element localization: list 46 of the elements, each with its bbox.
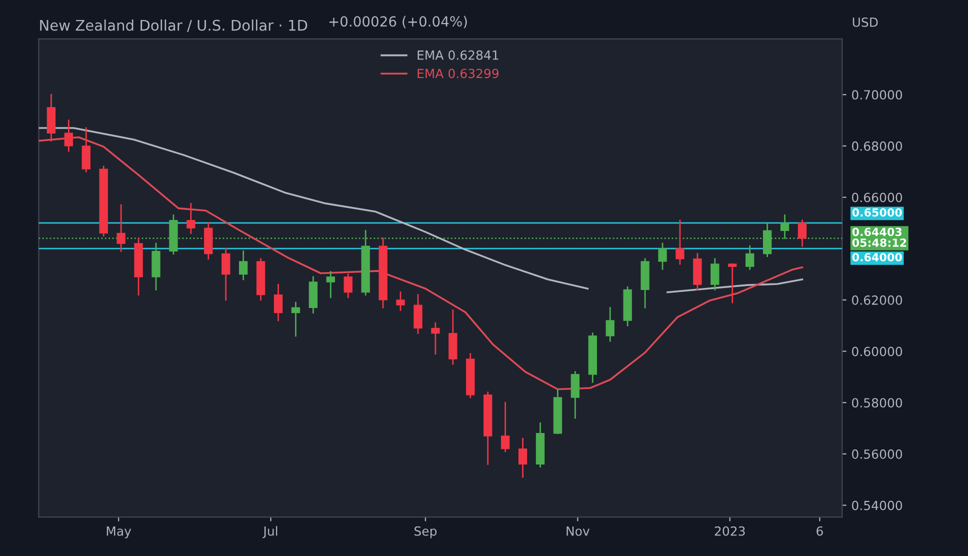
candlestick <box>116 204 126 252</box>
candlestick <box>344 274 352 298</box>
y-tick-label: 0.70000 <box>852 90 902 100</box>
candlestick <box>570 371 580 419</box>
candlestick <box>64 120 74 152</box>
x-tick-label: May <box>106 526 132 538</box>
candlestick <box>396 292 405 311</box>
x-tick-label: Sep <box>414 526 437 538</box>
candlestick <box>798 220 807 247</box>
y-tick-label: 0.66000 <box>852 192 902 202</box>
legend-label: EMA 0.62841 <box>418 50 498 60</box>
candlestick <box>658 242 667 270</box>
candlestick <box>606 306 614 342</box>
ref-line-label: 0.64000 <box>852 252 902 262</box>
candlestick <box>326 271 335 298</box>
y-axis-title: USD <box>852 17 878 27</box>
legend-label: EMA 0.63299 <box>418 68 499 78</box>
ref-line-label: 0.64403 05:48:12 <box>852 228 906 247</box>
y-tick-label: 0.60000 <box>852 346 902 356</box>
candlestick <box>238 250 248 280</box>
candlestick <box>291 302 300 337</box>
candlestick <box>414 294 422 334</box>
ref-line-label: 0.65000 <box>852 208 902 217</box>
x-tick-label: 2023 <box>714 526 745 536</box>
candlestick <box>500 402 510 452</box>
candlestick <box>676 220 684 265</box>
candlestick <box>186 203 196 234</box>
y-tick-label: 0.54000 <box>852 500 902 510</box>
candlestick <box>82 127 90 172</box>
y-tick-label: 0.68000 <box>852 141 902 151</box>
y-tick-label: 0.62000 <box>852 295 902 305</box>
y-tick-label: 0.56000 <box>852 449 902 459</box>
x-tick-label: 6 <box>816 526 823 536</box>
line-series <box>38 136 804 390</box>
candlestick <box>745 245 754 270</box>
x-tick-label: Nov <box>566 526 590 536</box>
candlestick <box>431 322 440 355</box>
candlestick <box>222 248 230 301</box>
x-tick-label: Jul <box>262 526 278 538</box>
candlestick <box>728 263 737 304</box>
chart-title: New Zealand Dollar / U.S. Dollar · 1D <box>40 20 308 32</box>
candlestick <box>710 258 720 290</box>
candlestick <box>518 438 528 478</box>
text: +0.00026 (+0.04%) <box>329 16 467 28</box>
candlestick <box>274 284 283 322</box>
y-tick-label: 0.58000 <box>852 398 902 408</box>
